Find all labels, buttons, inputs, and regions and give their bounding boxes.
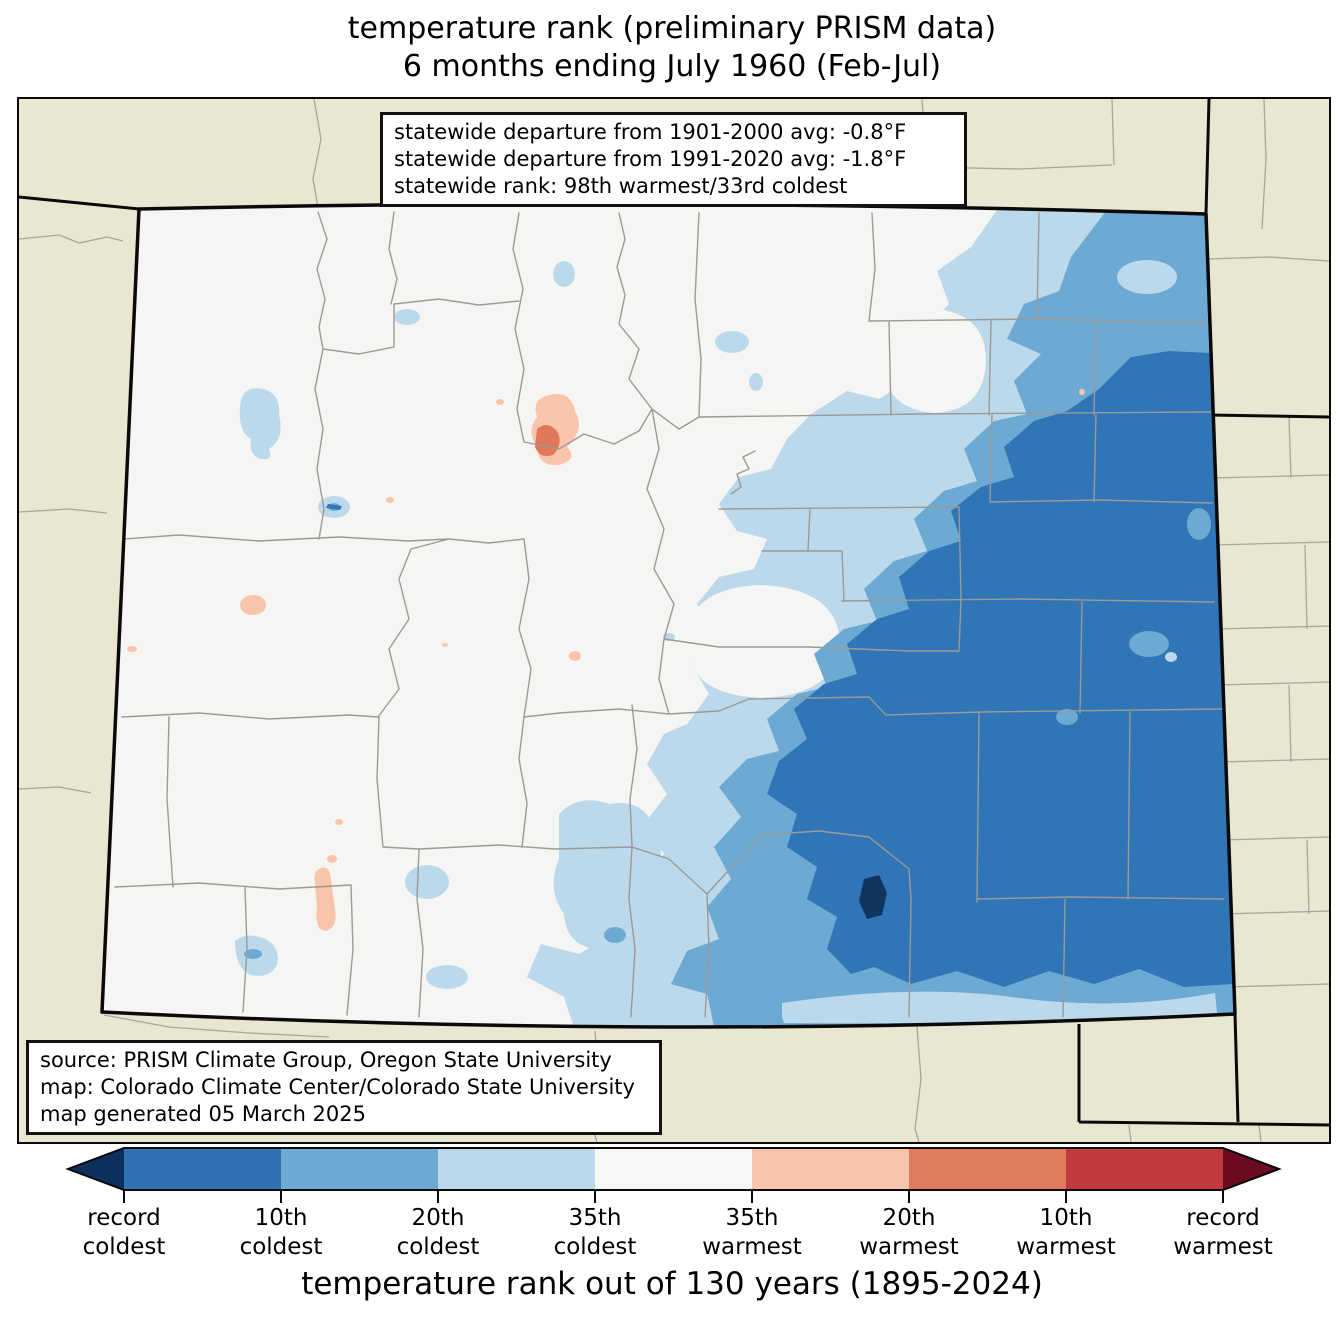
cbar-label-10th-warmest: 10th warmest bbox=[1016, 1205, 1116, 1260]
source-line-3: map generated 05 March 2025 bbox=[40, 1102, 367, 1126]
colorbar-caption: temperature rank out of 130 years (1895-… bbox=[301, 1266, 1043, 1302]
colorbar-left-arrow bbox=[68, 1148, 124, 1190]
source-line-1: source: PRISM Climate Group, Oregon Stat… bbox=[40, 1048, 612, 1072]
source-box: source: PRISM Climate Group, Oregon Stat… bbox=[26, 1040, 662, 1135]
cbar-label-10th-coldest: 10th coldest bbox=[239, 1205, 323, 1260]
neighbor-state-borders bbox=[19, 99, 1329, 1127]
colorbar-seg-6 bbox=[909, 1148, 1066, 1190]
neighbor-county-lines bbox=[19, 99, 1329, 1142]
title-line-2: 6 months ending July 1960 (Feb-Jul) bbox=[402, 49, 942, 84]
colorado-map-svg bbox=[19, 99, 1329, 1142]
contour-speck bbox=[1165, 652, 1177, 662]
colorbar-seg-4 bbox=[595, 1148, 752, 1190]
colorbar-seg-5 bbox=[752, 1148, 909, 1190]
cbar-label-20th-coldest: 20th coldest bbox=[396, 1205, 480, 1260]
contour-white-pockets bbox=[687, 309, 986, 698]
colorbar bbox=[65, 1147, 1282, 1203]
colorbar-right-arrow bbox=[1223, 1148, 1279, 1190]
record-coldest-spot bbox=[859, 875, 887, 919]
contour-cold10-holes bbox=[1056, 508, 1211, 725]
stats-line-1: statewide departure from 1901-2000 avg: … bbox=[394, 120, 907, 144]
stats-box: statewide departure from 1901-2000 avg: … bbox=[380, 112, 967, 207]
cbar-label-record-coldest: record coldest bbox=[82, 1205, 166, 1260]
source-line-2: map: Colorado Climate Center/Colorado St… bbox=[40, 1075, 635, 1099]
colorbar-seg-1 bbox=[124, 1148, 281, 1190]
map-axes bbox=[17, 97, 1331, 1144]
colorbar-seg-3 bbox=[438, 1148, 595, 1190]
colorbar-seg-2 bbox=[281, 1148, 438, 1190]
title-line-1: temperature rank (preliminary PRISM data… bbox=[347, 11, 997, 46]
colorbar-seg-7 bbox=[1066, 1148, 1223, 1190]
cbar-label-35th-coldest: 35th coldest bbox=[553, 1205, 637, 1260]
colorbar-ticks bbox=[123, 1190, 1224, 1203]
stats-line-2: statewide departure from 1991-2020 avg: … bbox=[394, 147, 907, 171]
county-lines bbox=[114, 211, 1225, 1018]
cbar-label-35th-warmest: 35th warmest bbox=[702, 1205, 802, 1260]
figure-title: temperature rank (preliminary PRISM data… bbox=[0, 10, 1344, 86]
cbar-label-20th-warmest: 20th warmest bbox=[859, 1205, 959, 1260]
cbar-label-record-warmest: record warmest bbox=[1173, 1205, 1273, 1260]
stats-line-3: statewide rank: 98th warmest/33rd coldes… bbox=[394, 174, 848, 198]
